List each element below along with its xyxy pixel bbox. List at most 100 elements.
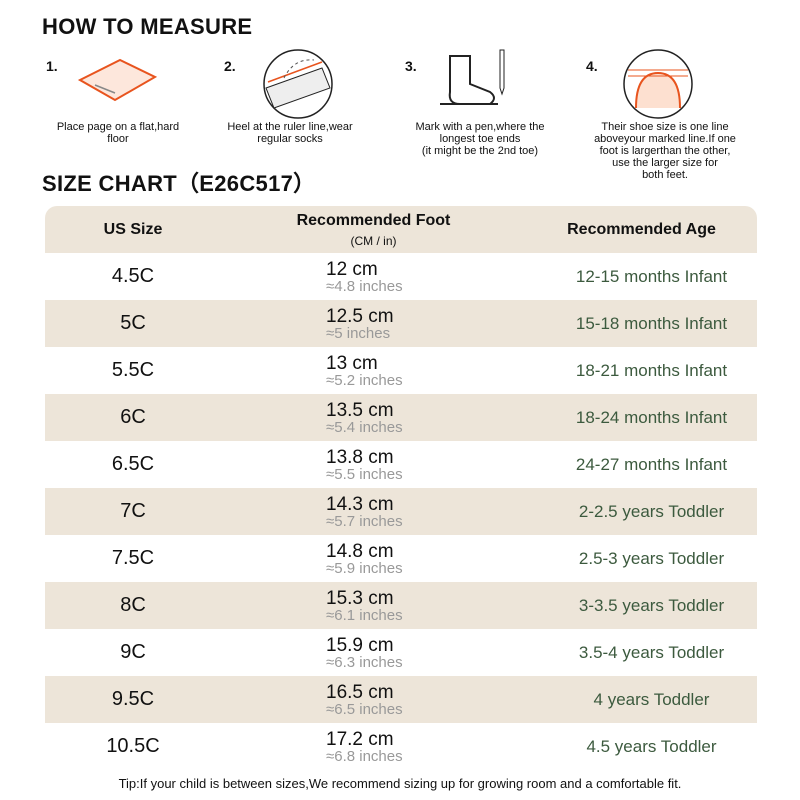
us-size: 8C xyxy=(120,594,146,616)
step-caption: Their shoe size is one line aboveyour mar… xyxy=(590,121,740,181)
age: 2-2.5 years Toddler xyxy=(578,501,725,521)
size-row: 9.5C 16.5 cm ≈6.5 inches 4 years Toddler xyxy=(45,676,757,723)
foot-cm: 13 cm xyxy=(326,352,378,374)
size-row: 6C 13.5 cm ≈5.4 inches 18-24 months Infant xyxy=(45,394,757,441)
foot-inches: ≈6.1 inches xyxy=(326,606,403,624)
foot-cm: 13.8 cm xyxy=(326,446,394,468)
age: 15-18 months Infant xyxy=(575,313,728,333)
header-foot-title: Recommended Foot xyxy=(296,211,451,229)
header-row: US Size Recommended Foot (CM / in) Recom… xyxy=(45,206,757,253)
caption-line: floor xyxy=(107,133,129,145)
icon-page xyxy=(77,58,158,102)
size-row: 7C 14.3 cm ≈5.7 inches 2-2.5 years Toddler xyxy=(45,488,757,535)
foot-inches: ≈5.7 inches xyxy=(326,512,403,530)
size-row: 6.5C 13.8 cm ≈5.5 inches 24-27 months Infan… xyxy=(45,441,757,488)
size-row: 5C 12.5 cm ≈5 inches 15-18 months Infant xyxy=(45,300,757,347)
foot-cm: 16.5 cm xyxy=(326,681,394,703)
foot-cm: 12 cm xyxy=(326,258,378,280)
us-size: 10.5C xyxy=(106,735,160,757)
caption-line: Their shoe size is one line xyxy=(601,121,729,133)
icon-size xyxy=(623,49,693,119)
foot-inches: ≈5.2 inches xyxy=(326,371,403,389)
icon-heel xyxy=(263,49,333,119)
step-number: 1. xyxy=(46,58,58,74)
header-foot: Recommended Foot (CM / in) xyxy=(221,212,526,248)
step-number: 2. xyxy=(224,58,236,74)
tip: Tip:If your child is between sizes,We re… xyxy=(118,776,682,791)
foot-inches: ≈6.5 inches xyxy=(326,700,403,718)
foot-cm: 17.2 cm xyxy=(326,728,394,750)
foot-inches: ≈5.5 inches xyxy=(326,465,403,483)
size-row: 10.5C 17.2 cm ≈6.8 inches 4.5 years Toddler xyxy=(45,723,757,770)
caption-line: Heel at the ruler line,wear xyxy=(227,121,353,133)
header-age: Recommended Age xyxy=(567,220,716,238)
age: 2.5-3 years Toddler xyxy=(578,548,725,568)
foot-length: 12 cm ≈4.8 inches xyxy=(221,260,526,294)
header-size: US Size xyxy=(103,220,163,238)
age: 18-24 months Infant xyxy=(575,407,728,427)
header-foot-sub: (CM / in) xyxy=(350,233,397,248)
caption-line: Mark with a pen,where the xyxy=(415,121,545,133)
foot-length: 15.9 cm ≈6.3 inches xyxy=(221,636,526,670)
caption-line: foot is largerthan the other, xyxy=(599,145,731,157)
foot-length: 13 cm ≈5.2 inches xyxy=(221,354,526,388)
caption-line: use the larger size for xyxy=(612,157,718,169)
foot-inches: ≈6.8 inches xyxy=(326,747,403,765)
age: 24-27 months Infant xyxy=(575,454,728,474)
age: 18-21 months Infant xyxy=(575,360,728,380)
size-table: US Size Recommended Foot (CM / in) Recom… xyxy=(45,206,757,770)
foot-length: 14.8 cm ≈5.9 inches xyxy=(221,542,526,576)
us-size: 6.5C xyxy=(111,453,155,475)
chart-title: SIZE CHART（E26C517） xyxy=(42,171,316,196)
us-size: 7C xyxy=(120,500,146,522)
us-size: 5.5C xyxy=(111,359,155,381)
us-size: 5C xyxy=(120,312,146,334)
foot-cm: 12.5 cm xyxy=(326,305,394,327)
caption-line: longest toe ends xyxy=(439,133,521,145)
step-number: 4. xyxy=(586,58,598,74)
step-number: 3. xyxy=(405,58,417,74)
foot-inches: ≈5.9 inches xyxy=(326,559,403,577)
age: 12-15 months Infant xyxy=(575,266,728,286)
us-size: 6C xyxy=(120,406,146,428)
foot-cm: 14.3 cm xyxy=(326,493,394,515)
step-caption: Mark with a pen,where the longest toe end… xyxy=(405,121,555,157)
foot-length: 12.5 cm ≈5 inches xyxy=(221,307,526,341)
size-row: 5.5C 13 cm ≈5.2 inches 18-21 months Infant xyxy=(45,347,757,394)
step-caption: Place page on a flat,hard floor xyxy=(43,121,193,145)
step-caption: Heel at the ruler line,wear regular socks xyxy=(215,121,365,145)
foot-length: 13.8 cm ≈5.5 inches xyxy=(221,448,526,482)
foot-cm: 15.3 cm xyxy=(326,587,394,609)
foot-length: 16.5 cm ≈6.5 inches xyxy=(221,683,526,717)
size-row: 7.5C 14.8 cm ≈5.9 inches 2.5-3 years Toddle… xyxy=(45,535,757,582)
foot-cm: 14.8 cm xyxy=(326,540,394,562)
caption-line: both feet. xyxy=(642,169,688,181)
size-row: 4.5C 12 cm ≈4.8 inches 12-15 months Infant xyxy=(45,253,757,300)
us-size: 9.5C xyxy=(111,688,155,710)
foot-cm: 15.9 cm xyxy=(326,634,394,656)
icon-sock xyxy=(440,49,505,105)
foot-inches: ≈6.3 inches xyxy=(326,653,403,671)
measure-title: HOW TO MEASURE xyxy=(42,14,253,39)
us-size: 9C xyxy=(120,641,146,663)
us-size: 4.5C xyxy=(111,265,155,287)
age: 4 years Toddler xyxy=(593,689,710,709)
foot-inches: ≈5.4 inches xyxy=(326,418,403,436)
foot-length: 17.2 cm ≈6.8 inches xyxy=(221,730,526,764)
foot-length: 14.3 cm ≈5.7 inches xyxy=(221,495,526,529)
size-row: 8C 15.3 cm ≈6.1 inches 3-3.5 years Toddler xyxy=(45,582,757,629)
age: 3-3.5 years Toddler xyxy=(578,595,725,615)
foot-cm: 13.5 cm xyxy=(326,399,394,421)
foot-inches: ≈5 inches xyxy=(326,324,391,342)
foot-inches: ≈4.8 inches xyxy=(326,277,403,295)
caption-line: (it might be the 2nd toe) xyxy=(421,145,539,157)
foot-length: 15.3 cm ≈6.1 inches xyxy=(221,589,526,623)
foot-length: 13.5 cm ≈5.4 inches xyxy=(221,401,526,435)
caption-line: aboveyour marked line.If one xyxy=(594,133,736,145)
size-row: 9C 15.9 cm ≈6.3 inches 3.5-4 years Toddler xyxy=(45,629,757,676)
caption-line: Place page on a flat,hard xyxy=(56,121,180,133)
us-size: 7.5C xyxy=(111,547,155,569)
age: 4.5 years Toddler xyxy=(586,736,717,756)
caption-line: regular socks xyxy=(257,133,323,145)
